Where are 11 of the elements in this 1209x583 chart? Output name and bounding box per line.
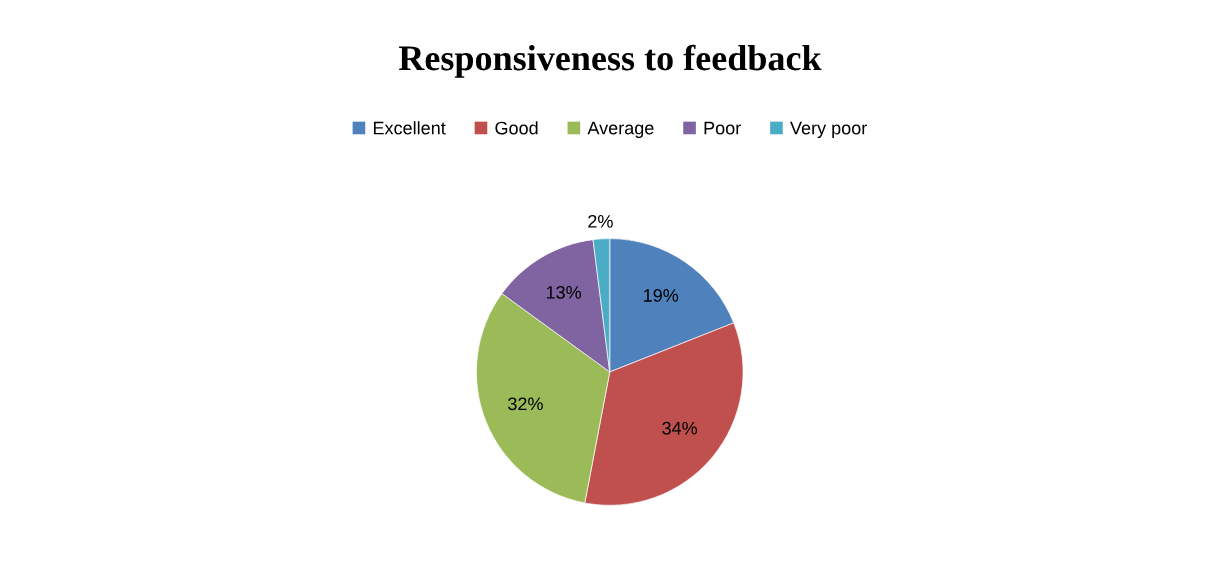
- chart-title: Responsiveness to feedback: [398, 44, 822, 78]
- legend-label: Very poor: [790, 121, 867, 139]
- legend-label: Poor: [704, 121, 741, 135]
- legend-label: Good: [495, 121, 538, 135]
- legend-label: Excellent: [373, 121, 446, 135]
- legend-label: Average: [587, 121, 654, 139]
- data-label: 32%: [508, 397, 543, 411]
- data-label: 19%: [644, 289, 679, 302]
- data-label: 2%: [588, 214, 613, 228]
- data-label: 13%: [546, 285, 582, 299]
- data-label: 34%: [662, 421, 698, 435]
